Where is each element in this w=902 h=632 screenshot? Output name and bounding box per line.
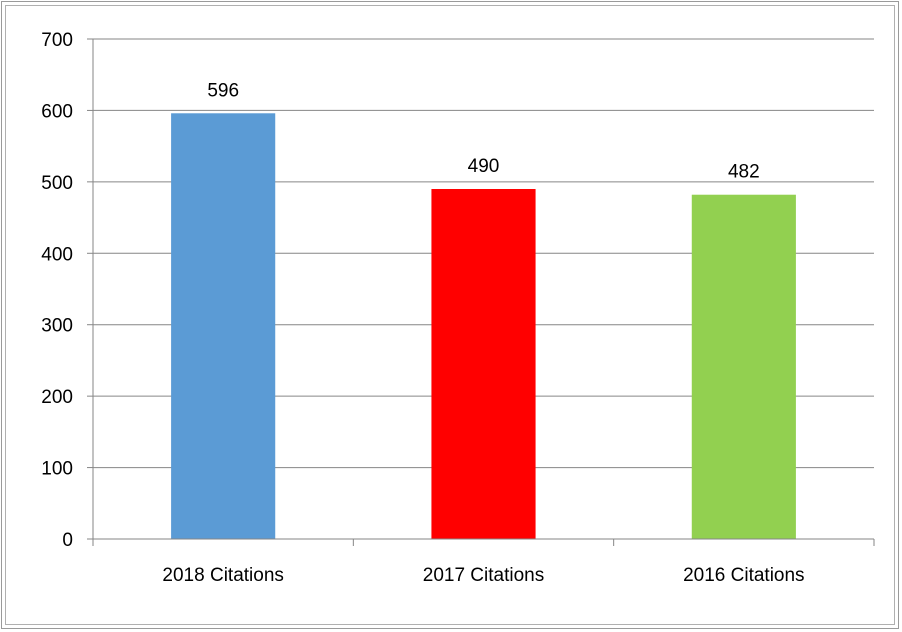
y-tick-label: 700 [41, 30, 73, 51]
y-tick-label: 300 [41, 316, 73, 337]
bar-2018-citations [171, 113, 276, 540]
y-tick-label: 400 [41, 244, 73, 265]
y-tick-label: 600 [41, 101, 73, 122]
bar-2017-citations [431, 189, 536, 539]
axes [87, 38, 875, 546]
y-axis-tick-labels: 0 100 200 300 400 500 600 700 [41, 30, 73, 551]
chart-inner-border [5, 5, 895, 625]
bar-2016-citations [691, 194, 796, 539]
y-tick-label: 0 [62, 530, 73, 551]
x-category-label: 2018 Citations [162, 565, 283, 586]
data-label: 490 [468, 156, 500, 177]
x-category-label: 2017 Citations [423, 565, 544, 586]
bars [171, 113, 796, 540]
y-tick-label: 100 [41, 459, 73, 480]
y-tick-label: 500 [41, 173, 73, 194]
data-label: 596 [207, 80, 239, 101]
x-category-label: 2016 Citations [683, 565, 804, 586]
data-label: 482 [728, 162, 760, 183]
data-labels: 596 490 482 [207, 80, 759, 182]
x-axis-category-labels: 2018 Citations 2017 Citations 2016 Citatio… [162, 565, 804, 586]
y-tick-label: 200 [41, 387, 73, 408]
